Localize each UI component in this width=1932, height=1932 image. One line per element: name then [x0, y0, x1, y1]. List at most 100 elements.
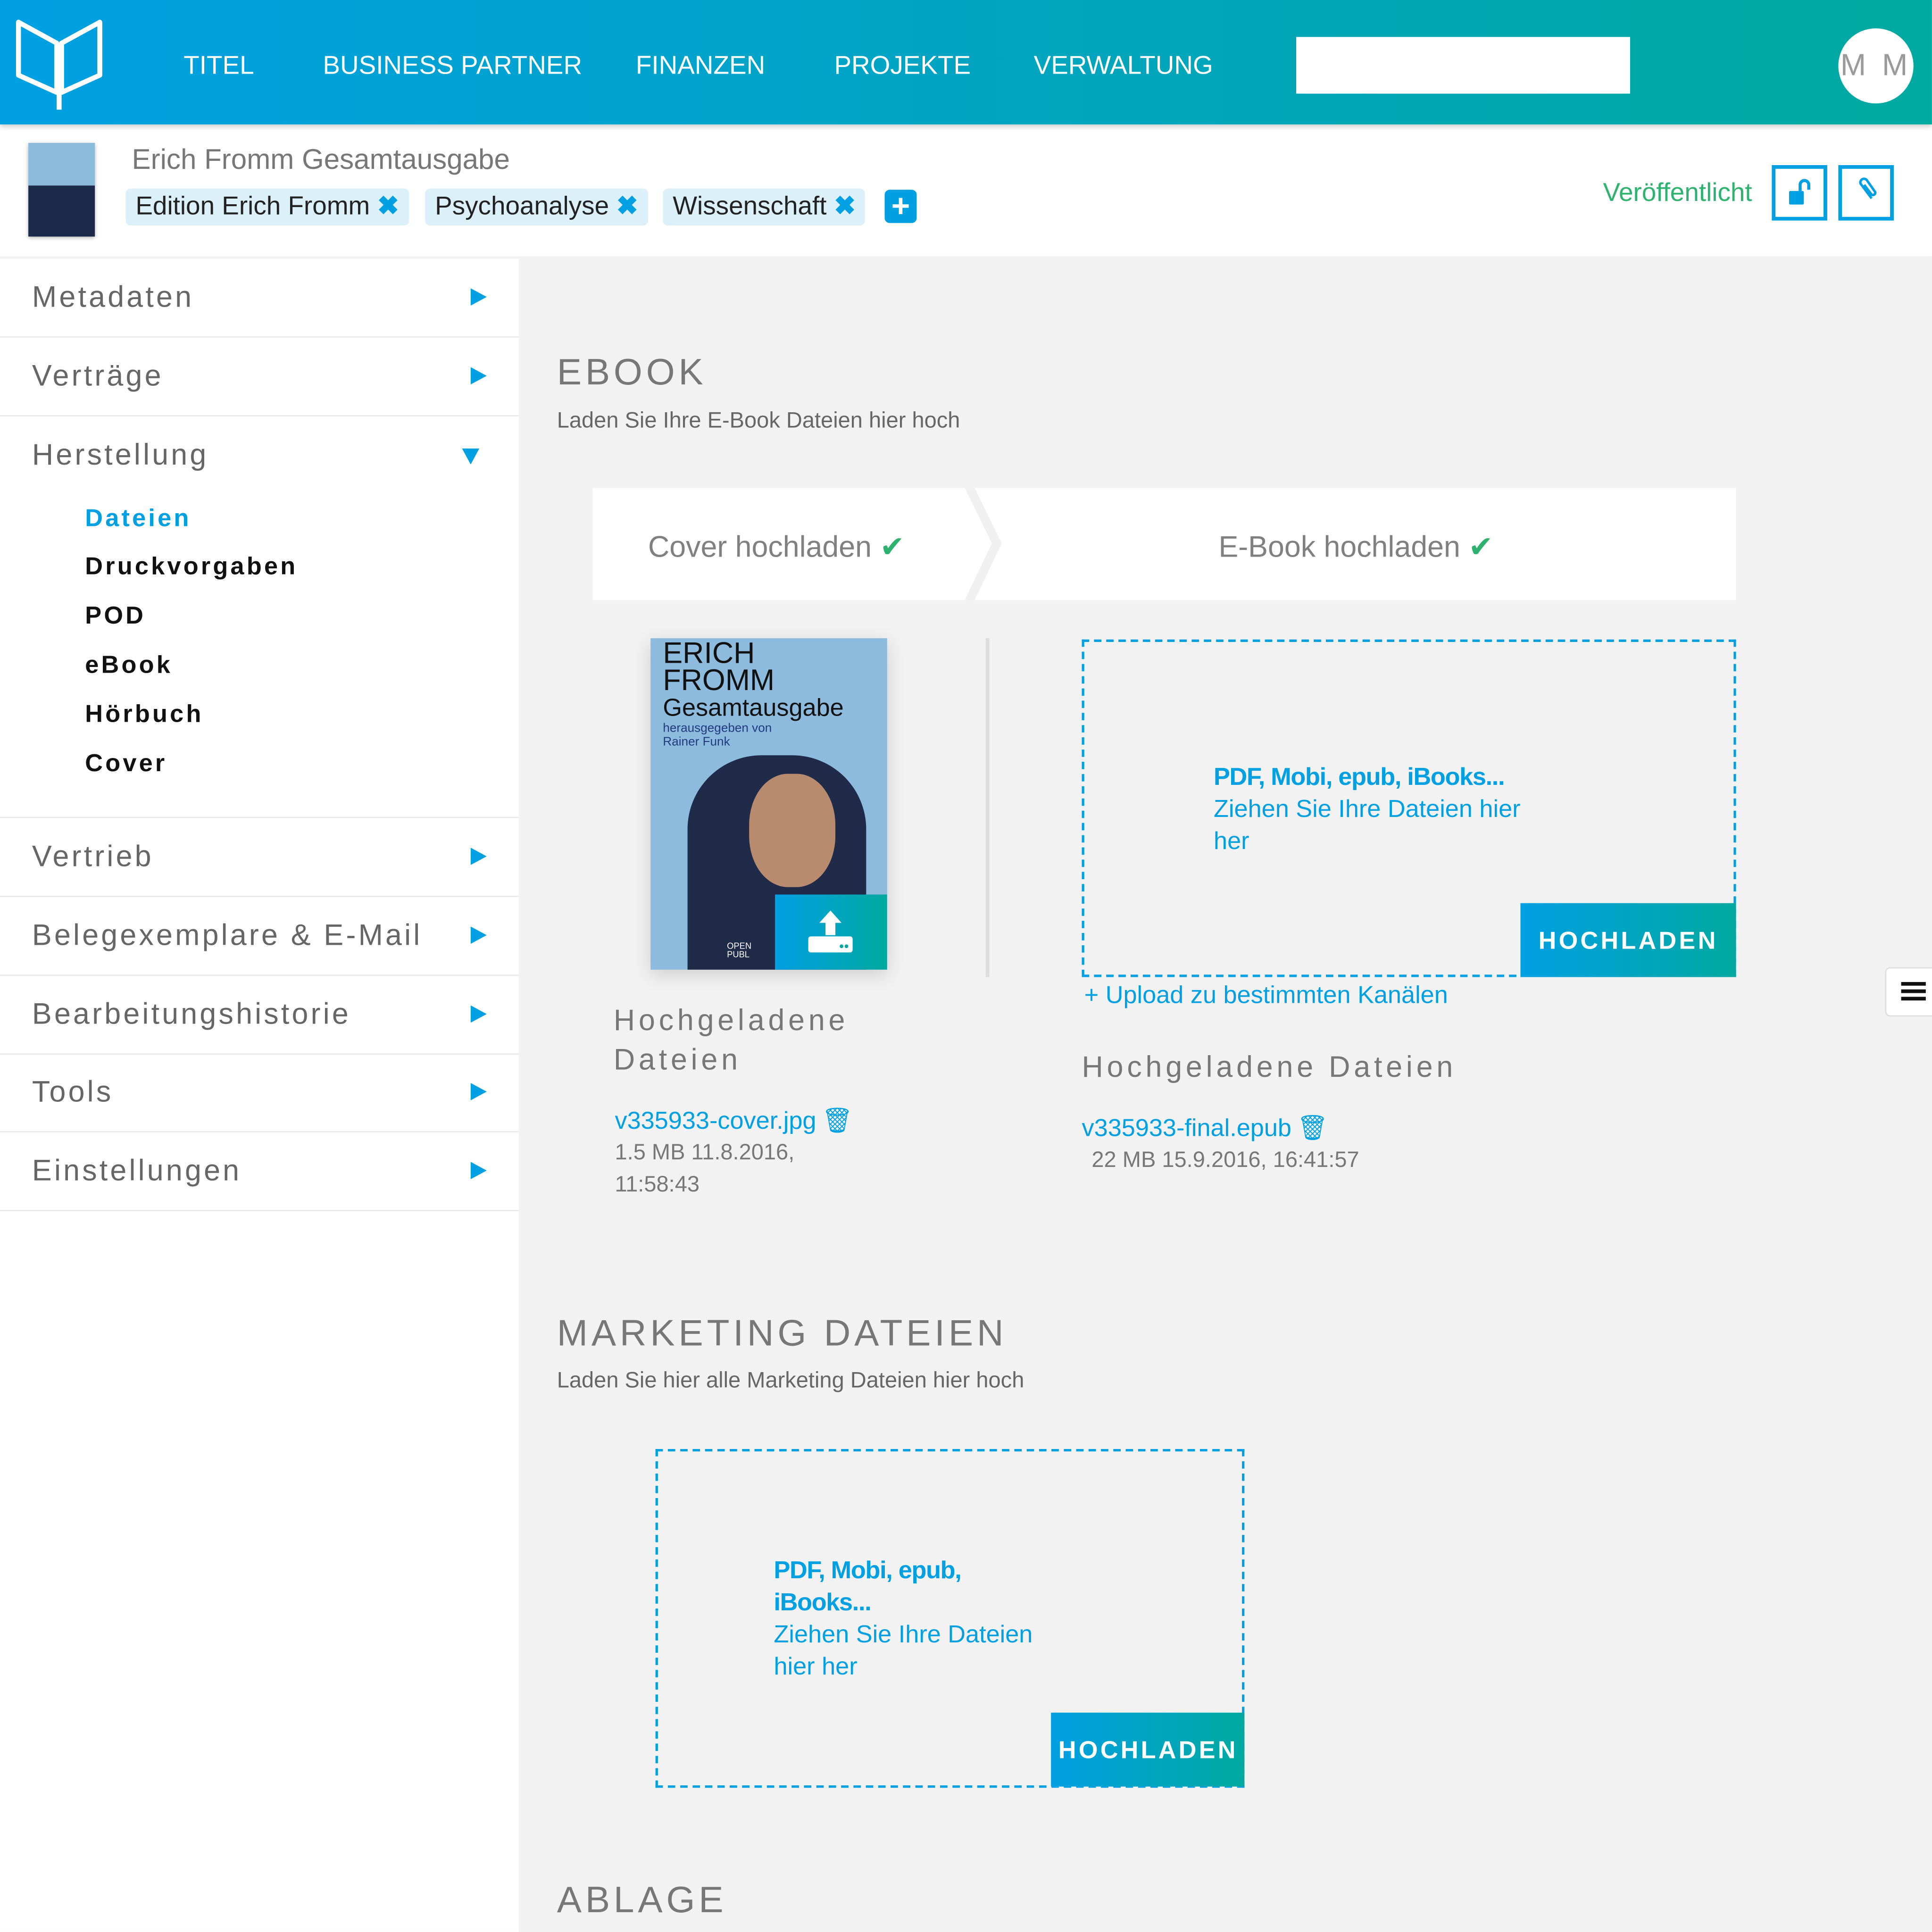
section-subtitle: Laden Sie hier alle Marketing Dateien hi…	[557, 1367, 1024, 1392]
sidebar-item-tools[interactable]: Tools	[0, 1053, 519, 1133]
ebook-file: v335933-final.epub 🗑 22 MB 15.9.2016, 16:…	[1082, 1113, 1575, 1175]
caret-right-icon	[470, 288, 487, 306]
tag: Edition Erich Fromm ✖	[125, 188, 409, 226]
attachment-button[interactable]	[1838, 165, 1894, 221]
caret-right-icon	[470, 367, 487, 385]
sidebar-item-label: Verträge	[32, 359, 164, 393]
unlock-button[interactable]	[1772, 165, 1827, 221]
ebook-upload-button[interactable]: HOCHLADEN	[1520, 903, 1736, 977]
channel-upload-link[interactable]: + Upload zu bestimmten Kanälen	[1084, 982, 1448, 1009]
sidebar-item-label: Belegexemplare & E-Mail	[32, 919, 423, 953]
remove-tag-icon[interactable]: ✖	[616, 192, 638, 221]
sidebar-item-belegexemplare[interactable]: Belegexemplare & E-Mail	[0, 897, 519, 976]
sidebar-sub-cover[interactable]: Cover	[85, 750, 167, 778]
divider	[985, 638, 990, 977]
upload-icon	[808, 910, 853, 953]
caret-right-icon	[470, 1162, 487, 1179]
remove-tag-icon[interactable]: ✖	[377, 192, 399, 221]
cover-text: herausgegeben von	[663, 722, 772, 736]
cover-text: Rainer Funk	[663, 735, 730, 749]
trash-icon[interactable]: 🗑	[822, 1108, 853, 1135]
trash-icon[interactable]: 🗑	[1297, 1115, 1328, 1142]
sidebar-item-metadaten[interactable]: Metadaten	[0, 259, 519, 338]
dropzone-hint: Ziehen Sie Ihre Dateien hier her	[1214, 796, 1521, 855]
caret-right-icon	[470, 926, 487, 944]
remove-tag-icon[interactable]: ✖	[834, 192, 856, 221]
step-label: Cover hochladen	[648, 531, 872, 565]
caret-right-icon	[470, 1083, 487, 1100]
logo-book-icon[interactable]	[15, 18, 103, 112]
tag-label: Edition Erich Fromm	[135, 192, 370, 221]
tag: Wissenschaft ✖	[663, 188, 866, 226]
sidebar-item-label: Herstellung	[32, 438, 209, 472]
sidebar-item-vertrieb[interactable]: Vertrieb	[0, 818, 519, 897]
sidebar-item-herstellung[interactable]: Herstellung Dateien Druckvorgaben POD eB…	[0, 416, 519, 818]
sidebar-sub-druckvorgaben[interactable]: Druckvorgaben	[85, 553, 298, 581]
dropzone-formats: PDF, Mobi, epub, iBooks...	[774, 1557, 961, 1617]
tag-label: Wissenschaft	[673, 192, 827, 221]
nav-finanzen[interactable]: FINANZEN	[635, 51, 766, 80]
uploaded-files-label: Hochgeladene Dateien	[1082, 1051, 1457, 1084]
dropzone-formats: PDF, Mobi, epub, iBooks...	[1214, 764, 1505, 791]
add-tag-icon[interactable]: +	[884, 189, 917, 223]
nav-business-partner[interactable]: BUSINESS PARTNER	[323, 51, 583, 80]
sidebar-sub-ebook[interactable]: eBook	[85, 651, 173, 679]
hamburger-icon	[1901, 982, 1926, 1001]
cover-text: Gesamtausgabe	[663, 695, 844, 722]
nav-titel[interactable]: TITEL	[183, 51, 254, 80]
title-name: Erich Fromm Gesamtausgabe	[132, 143, 510, 175]
step-ebook[interactable]: E-Book hochladen ✔	[1218, 530, 1493, 566]
tag-label: Psychoanalyse	[435, 192, 609, 221]
sidebar-item-vertraege[interactable]: Verträge	[0, 338, 519, 416]
sidebar-sub-dateien[interactable]: Dateien	[85, 505, 192, 533]
sidebar: Metadaten Verträge Herstellung Dateien D…	[0, 258, 519, 1932]
section-title-ablage: ABLAGE	[557, 1880, 727, 1921]
section-title-ebook: EBOOK	[557, 352, 707, 393]
status-badge: Veröffentlicht	[1603, 178, 1752, 207]
uploaded-files-label: Hochgeladene Dateien	[613, 1004, 849, 1077]
caret-right-icon	[470, 1005, 487, 1023]
dropzone-hint: Ziehen Sie Ihre Dateien hier her	[774, 1621, 1033, 1681]
title-thumbnail[interactable]	[28, 143, 95, 237]
cover-text: OPEN	[727, 942, 752, 951]
file-link[interactable]: v335933-cover.jpg	[615, 1108, 816, 1135]
sidebar-sub-hoerbuch[interactable]: Hörbuch	[85, 701, 204, 728]
caret-right-icon	[470, 848, 487, 865]
avatar[interactable]: M M	[1838, 28, 1914, 104]
sidebar-item-label: Bearbeitungshistorie	[32, 998, 351, 1032]
sidebar-item-bearbeitungshistorie[interactable]: Bearbeitungshistorie	[0, 976, 519, 1055]
cover-file: v335933-cover.jpg 🗑 1.5 MB 11.8.2016, 11:…	[615, 1105, 874, 1200]
sidebar-item-label: Metadaten	[32, 281, 194, 315]
sidebar-sub-pod[interactable]: POD	[85, 602, 146, 630]
cover-image[interactable]: ERICH FROMM Gesamtausgabe herausgegeben von…	[650, 638, 887, 970]
tag: Psychoanalyse ✖	[425, 188, 648, 226]
check-icon: ✔	[1468, 531, 1493, 565]
nav-projekte[interactable]: PROJEKTE	[834, 51, 971, 80]
cover-text: ERICH	[663, 638, 755, 671]
file-meta: 22 MB 15.9.2016, 16:41:57	[1091, 1147, 1359, 1172]
upload-steps: Cover hochladen ✔ E-Book hochladen ✔	[592, 488, 1736, 600]
menu-toggle-button[interactable]	[1885, 967, 1932, 1017]
section-title-marketing: MARKETING DATEIEN	[557, 1313, 1008, 1354]
search-input[interactable]	[1296, 37, 1630, 94]
top-nav: TITEL BUSINESS PARTNER FINANZEN PROJEKTE…	[0, 0, 1932, 125]
sidebar-item-einstellungen[interactable]: Einstellungen	[0, 1133, 519, 1211]
cover-upload-button[interactable]	[775, 894, 887, 970]
sidebar-item-label: Vertrieb	[32, 840, 154, 874]
paperclip-icon	[1859, 177, 1877, 200]
marketing-dropzone[interactable]	[655, 1449, 1245, 1788]
sidebar-item-label: Einstellungen	[32, 1154, 242, 1188]
section-subtitle: Laden Sie Ihre E-Book Dateien hier hoch	[557, 408, 960, 433]
file-link[interactable]: v335933-final.epub	[1082, 1115, 1291, 1142]
check-icon: ✔	[880, 531, 905, 565]
step-chevron	[965, 488, 1002, 600]
marketing-upload-button[interactable]: HOCHLADEN	[1051, 1712, 1245, 1787]
nav-verwaltung[interactable]: VERWALTUNG	[1033, 51, 1213, 80]
sidebar-item-label: Tools	[32, 1075, 114, 1109]
step-label: E-Book hochladen	[1218, 531, 1460, 565]
step-cover[interactable]: Cover hochladen ✔	[648, 530, 905, 566]
file-meta: 1.5 MB 11.8.2016, 11:58:43	[615, 1140, 795, 1197]
cover-text: FROMM	[663, 664, 775, 698]
ebook-dropzone[interactable]	[1082, 639, 1736, 977]
cover-text: PUBL	[727, 951, 749, 960]
